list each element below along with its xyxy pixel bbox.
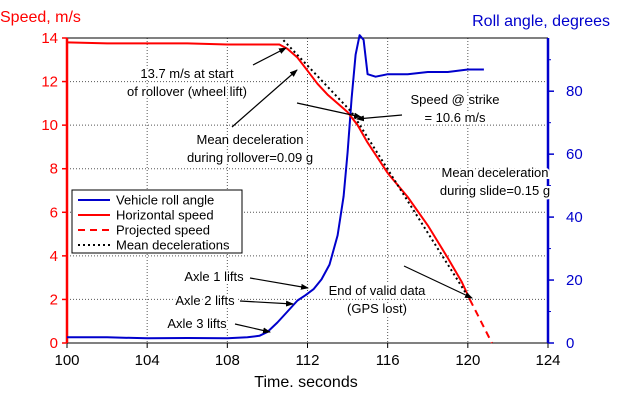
- y-left-tick-label: 12: [41, 74, 58, 91]
- y-right-tick-label: 80: [566, 83, 583, 100]
- annotation-text: = 10.6 m/s: [424, 110, 486, 125]
- y-right-tick-label: 40: [566, 209, 583, 226]
- x-tick-label: 100: [54, 352, 79, 369]
- annotation-arrow: [252, 47, 287, 66]
- annotation-text: 13.7 m/s at start: [140, 66, 234, 81]
- x-tick-label: 124: [535, 352, 560, 369]
- annotation-text: of rollover (wheel lift): [127, 84, 247, 99]
- annotation-text: Mean deceleration: [197, 132, 304, 147]
- y-right-axis-title: Roll angle, degrees: [472, 13, 610, 30]
- legend-label: Horizontal speed: [116, 208, 214, 223]
- annotation-arrow: [356, 114, 403, 122]
- annotation-text: during slide=0.15 g: [440, 183, 550, 198]
- y-left-tick-label: 0: [50, 335, 58, 352]
- series-mean-decelerations: [282, 39, 471, 300]
- annotation-text: Speed @ strike: [410, 92, 499, 107]
- y-left-tick-label: 6: [50, 204, 58, 221]
- x-tick-label: 116: [376, 352, 400, 369]
- legend-label: Vehicle roll angle: [116, 193, 214, 208]
- y-right-tick-label: 20: [566, 272, 583, 289]
- annotation-text: Axle 2 lifts: [175, 293, 235, 308]
- series-horizontal-speed: [66, 41, 471, 300]
- y-left-tick-label: 14: [41, 30, 58, 47]
- legend-label: Projected speed: [116, 223, 210, 238]
- series-projected-speed: [468, 298, 493, 344]
- x-tick-label: 104: [135, 352, 160, 369]
- annotation-text: Mean deceleration: [442, 165, 549, 180]
- y-left-tick-label: 10: [41, 117, 58, 134]
- annotation-text: End of valid data: [329, 283, 427, 298]
- annotation-arrow: [249, 277, 309, 290]
- annotation-arrow: [234, 323, 271, 334]
- series-vehicle-roll-angle: [67, 34, 484, 340]
- x-tick-label: 108: [215, 352, 240, 369]
- annotation-arrows: [231, 47, 473, 334]
- annotation-text: during rollover=0.09 g: [187, 150, 313, 165]
- annotation-arrow: [403, 265, 473, 299]
- annotation-text: (GPS lost): [347, 301, 407, 316]
- x-axis-title: Time. seconds: [254, 374, 357, 391]
- annotation-arrow: [296, 102, 362, 119]
- x-tick-label: 112: [296, 352, 320, 369]
- x-tick-label: 120: [455, 352, 480, 369]
- y-left-tick-label: 4: [50, 248, 58, 265]
- legend-label: Mean decelerations: [116, 238, 230, 253]
- tick-labels: 100 104 108 112 116 120 124 0 2 4 6 8 10 12 14 0 20 40 60 8…: [41, 30, 582, 369]
- annotation-arrow: [231, 69, 298, 128]
- y-left-tick-label: 2: [50, 291, 58, 308]
- annotations: 13.7 m/s at start of rollover (wheel lift…: [125, 64, 552, 333]
- y-right-tick-label: 0: [566, 335, 574, 352]
- annotation-arrow: [239, 300, 294, 307]
- annotation-text: Axle 1 lifts: [184, 269, 244, 284]
- y-left-axis-title: Speed, m/s: [0, 9, 81, 26]
- series-lines: [66, 34, 493, 344]
- annotation-text: Axle 3 lifts: [167, 316, 227, 331]
- y-left-tick-label: 8: [50, 161, 58, 178]
- y-right-tick-label: 60: [566, 146, 583, 163]
